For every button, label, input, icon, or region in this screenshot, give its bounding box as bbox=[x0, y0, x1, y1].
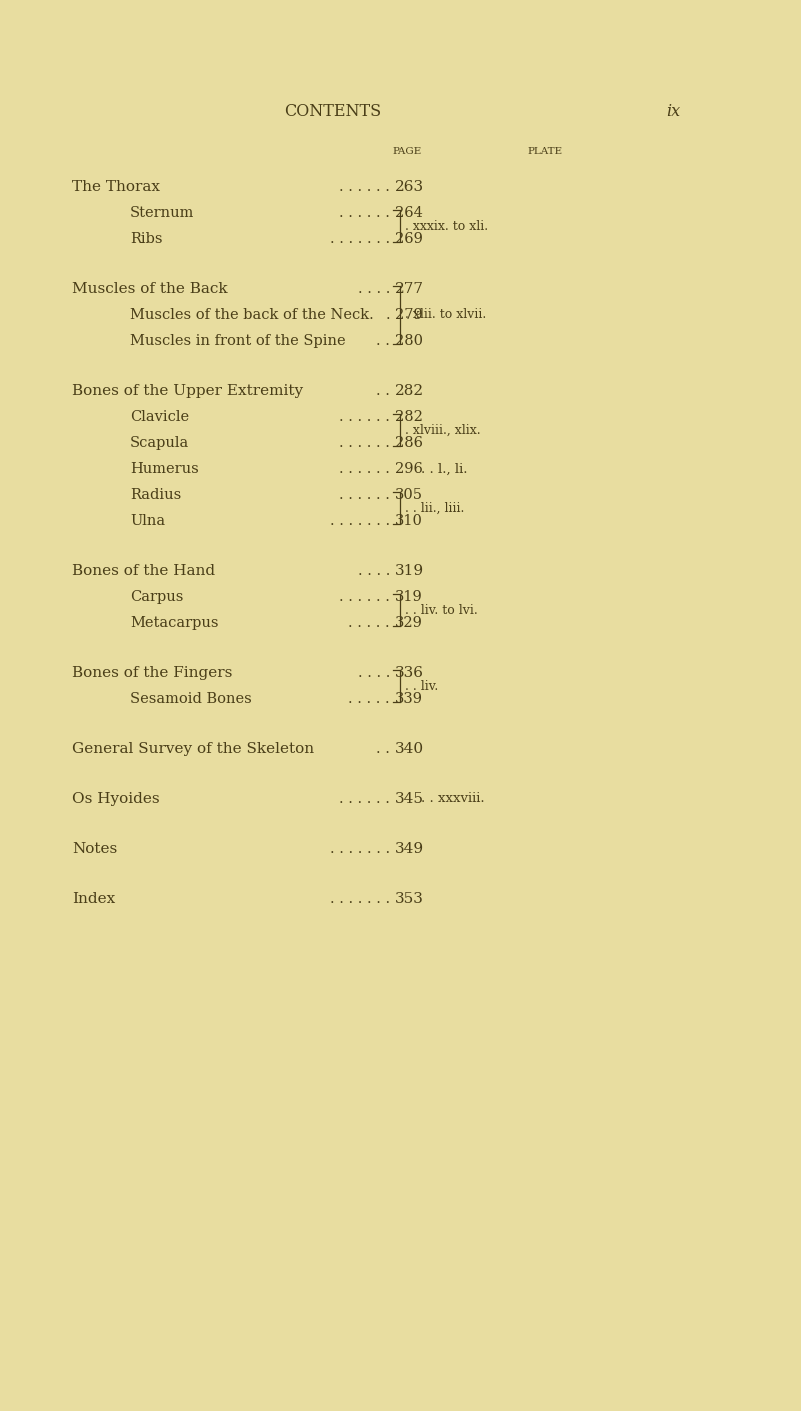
Text: . .: . . bbox=[376, 742, 390, 756]
Text: . . . . . . .: . . . . . . . bbox=[330, 514, 390, 528]
Text: Humerus: Humerus bbox=[130, 461, 199, 476]
Text: Bones of the Fingers: Bones of the Fingers bbox=[72, 666, 232, 680]
Text: 339: 339 bbox=[395, 691, 423, 706]
Text: . . . . .: . . . . . bbox=[348, 617, 390, 629]
Text: . . . . . .: . . . . . . bbox=[339, 206, 390, 220]
Text: 279: 279 bbox=[395, 308, 423, 322]
Text: 310: 310 bbox=[395, 514, 423, 528]
Text: . . . . . .: . . . . . . bbox=[339, 436, 390, 450]
Text: . xxxix. to xli.: . xxxix. to xli. bbox=[405, 220, 488, 233]
Text: . xlii. to xlvii.: . xlii. to xlvii. bbox=[405, 309, 486, 322]
Text: Muscles in front of the Spine: Muscles in front of the Spine bbox=[130, 334, 345, 349]
Text: . . . . . .: . . . . . . bbox=[339, 488, 390, 502]
Text: Notes: Notes bbox=[72, 842, 117, 856]
Text: . . . . . . .: . . . . . . . bbox=[330, 231, 390, 246]
Text: 296: 296 bbox=[395, 461, 423, 476]
Text: 353: 353 bbox=[395, 892, 424, 906]
Text: Sternum: Sternum bbox=[130, 206, 195, 220]
Text: 305: 305 bbox=[395, 488, 423, 502]
Text: PLATE: PLATE bbox=[527, 148, 562, 157]
Text: . . lii., liii.: . . lii., liii. bbox=[405, 501, 465, 515]
Text: . .: . . bbox=[376, 334, 390, 349]
Text: CONTENTS: CONTENTS bbox=[284, 103, 381, 120]
Text: Ribs: Ribs bbox=[130, 231, 163, 246]
Text: General Survey of the Skeleton: General Survey of the Skeleton bbox=[72, 742, 314, 756]
Text: Ulna: Ulna bbox=[130, 514, 165, 528]
Text: Bones of the Upper Extremity: Bones of the Upper Extremity bbox=[72, 384, 303, 398]
Text: The Thorax: The Thorax bbox=[72, 181, 160, 193]
Text: . . liv.: . . liv. bbox=[405, 680, 438, 693]
Text: 349: 349 bbox=[395, 842, 424, 856]
Text: 319: 319 bbox=[395, 590, 423, 604]
Text: . . . . . .: . . . . . . bbox=[339, 590, 390, 604]
Text: 340: 340 bbox=[395, 742, 424, 756]
Text: Os Hyoides: Os Hyoides bbox=[72, 792, 159, 806]
Text: Sesamoid Bones: Sesamoid Bones bbox=[130, 691, 252, 706]
Text: . . . . . .: . . . . . . bbox=[339, 411, 390, 423]
Text: Clavicle: Clavicle bbox=[130, 411, 189, 423]
Text: 282: 282 bbox=[395, 411, 423, 423]
Text: . . . .: . . . . bbox=[357, 564, 390, 579]
Text: 282: 282 bbox=[395, 384, 424, 398]
Text: Muscles of the back of the Neck.: Muscles of the back of the Neck. bbox=[130, 308, 374, 322]
Text: . . . . . . .: . . . . . . . bbox=[330, 842, 390, 856]
Text: . . . . .: . . . . . bbox=[348, 691, 390, 706]
Text: 263: 263 bbox=[395, 181, 424, 193]
Text: . . . .: . . . . bbox=[357, 666, 390, 680]
Text: Index: Index bbox=[72, 892, 115, 906]
Text: . . liv. to lvi.: . . liv. to lvi. bbox=[405, 604, 477, 617]
Text: 329: 329 bbox=[395, 617, 423, 629]
Text: . . . . . .: . . . . . . bbox=[339, 181, 390, 193]
Text: . . . .: . . . . bbox=[357, 282, 390, 296]
Text: 286: 286 bbox=[395, 436, 423, 450]
Text: 319: 319 bbox=[395, 564, 424, 579]
Text: . .: . . bbox=[376, 384, 390, 398]
Text: 336: 336 bbox=[395, 666, 424, 680]
Text: . . l., li.: . . l., li. bbox=[421, 463, 468, 476]
Text: Bones of the Hand: Bones of the Hand bbox=[72, 564, 215, 579]
Text: Muscles of the Back: Muscles of the Back bbox=[72, 282, 227, 296]
Text: 269: 269 bbox=[395, 231, 423, 246]
Text: 345: 345 bbox=[395, 792, 424, 806]
Text: Metacarpus: Metacarpus bbox=[130, 617, 219, 629]
Text: . . . . . . .: . . . . . . . bbox=[330, 892, 390, 906]
Text: 280: 280 bbox=[395, 334, 423, 349]
Text: .: . bbox=[385, 308, 390, 322]
Text: . . . . . .: . . . . . . bbox=[339, 461, 390, 476]
Text: . . xxxviii.: . . xxxviii. bbox=[421, 793, 485, 806]
Text: Radius: Radius bbox=[130, 488, 181, 502]
Text: . . . . . .: . . . . . . bbox=[339, 792, 390, 806]
Text: PAGE: PAGE bbox=[392, 148, 421, 157]
Text: . xlviii., xlix.: . xlviii., xlix. bbox=[405, 423, 481, 436]
Text: 264: 264 bbox=[395, 206, 423, 220]
Text: Carpus: Carpus bbox=[130, 590, 183, 604]
Text: ix: ix bbox=[666, 103, 680, 120]
Text: 277: 277 bbox=[395, 282, 424, 296]
Text: Scapula: Scapula bbox=[130, 436, 189, 450]
